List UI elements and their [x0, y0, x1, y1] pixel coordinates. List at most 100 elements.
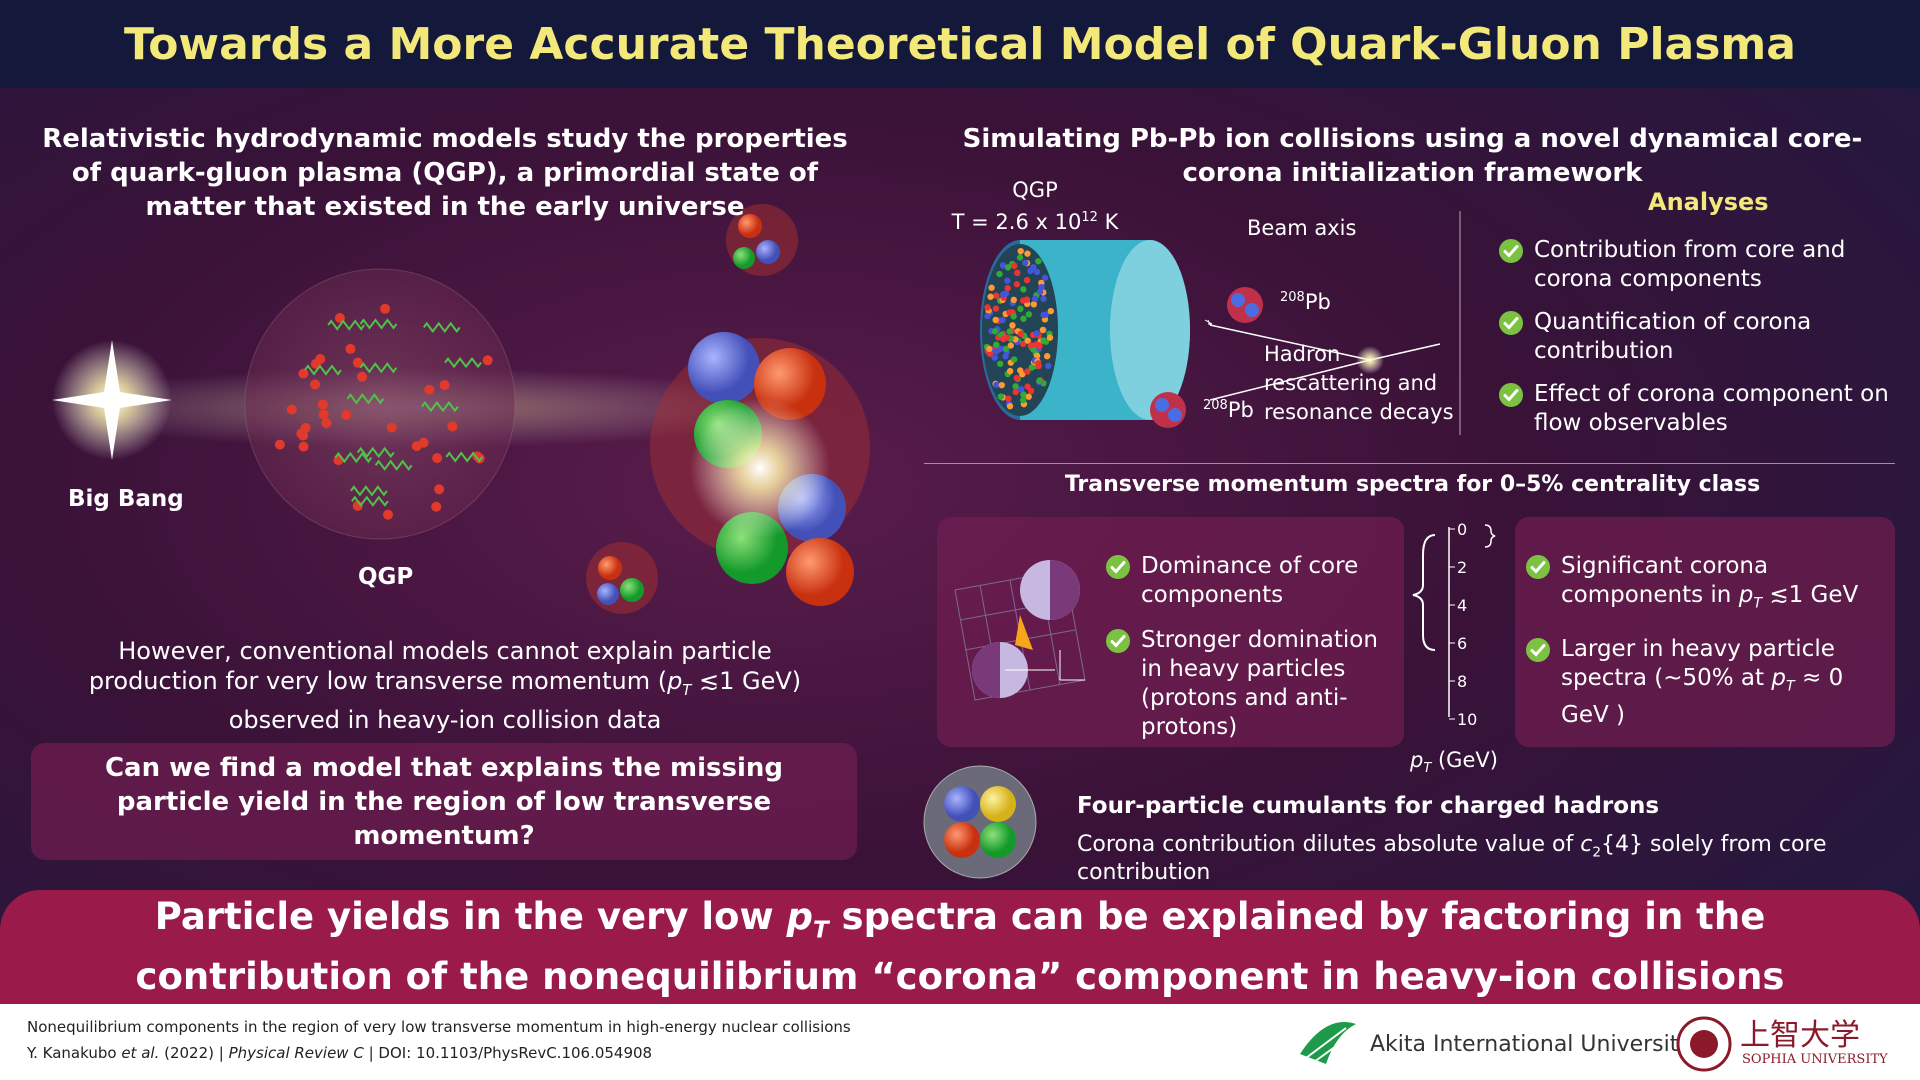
sophia-logo	[1676, 1016, 1732, 1072]
qgp-particle	[1006, 309, 1013, 316]
qgp-particle	[1032, 295, 1039, 303]
gluon	[351, 495, 389, 507]
qgp-particle	[1006, 402, 1014, 410]
qgp-particle	[1020, 391, 1027, 398]
qgp-particle	[1006, 328, 1013, 335]
qgp-particle	[1040, 337, 1047, 344]
gluon	[356, 446, 395, 459]
qgp-diagram-label: QGP T = 2.6 x 1012 K	[951, 178, 1119, 234]
gluon	[422, 321, 461, 334]
title-bar: Towards a More Accurate Theoretical Mode…	[0, 0, 1920, 88]
text-part: ≈ 0 GeV )	[1561, 664, 1844, 729]
particle	[345, 343, 356, 354]
text-part: Contribution from core and corona compon…	[1534, 237, 1846, 292]
qgp-particle	[1030, 301, 1038, 308]
qgp-particle	[1013, 281, 1021, 288]
axis-tick-label: 10	[1457, 710, 1477, 729]
qgp-particle	[1004, 264, 1012, 271]
qgp-particle	[1036, 377, 1043, 385]
check-text: Significant corona components in pT ≲1 G…	[1561, 552, 1895, 619]
text-part: T	[1785, 678, 1795, 695]
divider	[924, 463, 1895, 464]
qgp-particle	[1023, 276, 1031, 284]
particle	[341, 409, 352, 420]
qgp-particle	[1020, 340, 1027, 348]
qgp-label: QGP	[358, 564, 414, 590]
text-part: Significant corona components in	[1561, 553, 1769, 608]
qgp-particle	[1042, 311, 1049, 318]
qgp-particle	[1028, 342, 1035, 349]
check-icon	[1498, 382, 1524, 408]
qgp-particle	[1033, 330, 1040, 337]
check-icon	[1105, 554, 1131, 580]
qgp-particle	[1027, 267, 1034, 275]
gluon	[359, 362, 398, 374]
qgp-particle	[993, 381, 1000, 388]
particle	[298, 441, 309, 452]
qgp-particle	[1039, 326, 1047, 334]
core-points: Dominance of core components Stronger dom…	[1105, 552, 1395, 758]
axis-tick-label: 2	[1457, 558, 1467, 577]
beam-axis-label: Beam axis	[1247, 216, 1357, 240]
qgp-particle	[1007, 342, 1014, 349]
qgp-particle	[1000, 335, 1007, 343]
qgp-particle	[1010, 296, 1017, 304]
right-heading: Simulating Pb-Pb ion collisions using a …	[962, 124, 1863, 188]
gluon	[350, 485, 388, 497]
check-icon	[1525, 554, 1551, 580]
big-bang-label: Big Bang	[68, 486, 184, 512]
pt-axis: 0 2 4 6 8 10	[1412, 520, 1496, 729]
akita-logo	[1300, 1022, 1356, 1064]
qgp-particle	[1041, 274, 1049, 281]
conclusion: Particle yields in the very low pT spect…	[135, 895, 1785, 998]
sophia-en: SOPHIA UNIVERSITY	[1742, 1052, 1888, 1067]
particle	[318, 409, 329, 420]
axis-tick-label: 0	[1457, 520, 1467, 539]
particle	[380, 303, 391, 314]
axis-label: pT (GeV)	[1410, 748, 1498, 777]
particle	[439, 380, 450, 391]
check-text: Effect of corona component on flow obser…	[1534, 380, 1898, 438]
conclusion-banner: Particle yields in the very low pT spect…	[0, 890, 1920, 1004]
qgp-particle	[1012, 388, 1019, 396]
qgp-particle	[1017, 385, 1025, 393]
text-part: Dominance of core components	[1141, 553, 1359, 608]
particle	[298, 430, 309, 441]
qgp-particle	[986, 350, 994, 357]
qgp-particle	[1035, 360, 1042, 367]
qgp-particle	[1019, 396, 1027, 404]
particle	[286, 404, 297, 415]
core-illustration	[954, 560, 1086, 701]
question-box: Can we find a model that explains the mi…	[31, 743, 857, 860]
left-heading: Relativistic hydrodynamic models study t…	[42, 124, 848, 222]
qgp-particle	[1033, 268, 1041, 276]
text-part: Effect of corona component on flow obser…	[1534, 381, 1889, 436]
spectra-heading: Transverse momentum spectra for 0–5% cen…	[1064, 472, 1761, 497]
particle	[474, 453, 485, 464]
qgp-particle	[984, 312, 991, 320]
qgp-particle	[1035, 258, 1042, 265]
particle	[424, 384, 435, 395]
particle	[315, 354, 326, 365]
cumulant-icon	[923, 765, 1037, 879]
check-text: Dominance of core components	[1141, 552, 1395, 610]
qgp-particle	[992, 316, 999, 324]
qgp-particle	[992, 305, 1000, 312]
left-illustration	[40, 204, 870, 614]
pb-bottom-label: 208Pb	[1203, 398, 1254, 422]
qgp-particle	[1045, 362, 1052, 370]
pb-top-label: 208Pb	[1280, 290, 1331, 314]
qgp-particle	[1017, 247, 1024, 255]
particle	[310, 379, 321, 390]
qgp-particle	[999, 316, 1006, 324]
qgp-particle	[984, 304, 991, 311]
qgp-particle	[1040, 295, 1047, 303]
text-part: Larger in heavy particle spectra (~50% a…	[1561, 635, 1835, 691]
text-part: Stronger domination in heavy particles (…	[1141, 627, 1378, 740]
qgp-particle	[1028, 364, 1035, 371]
collision-illustration	[980, 240, 1441, 428]
qgp-particle	[1014, 269, 1021, 277]
qgp-particle	[1046, 334, 1054, 341]
qgp-particle	[993, 348, 1000, 355]
